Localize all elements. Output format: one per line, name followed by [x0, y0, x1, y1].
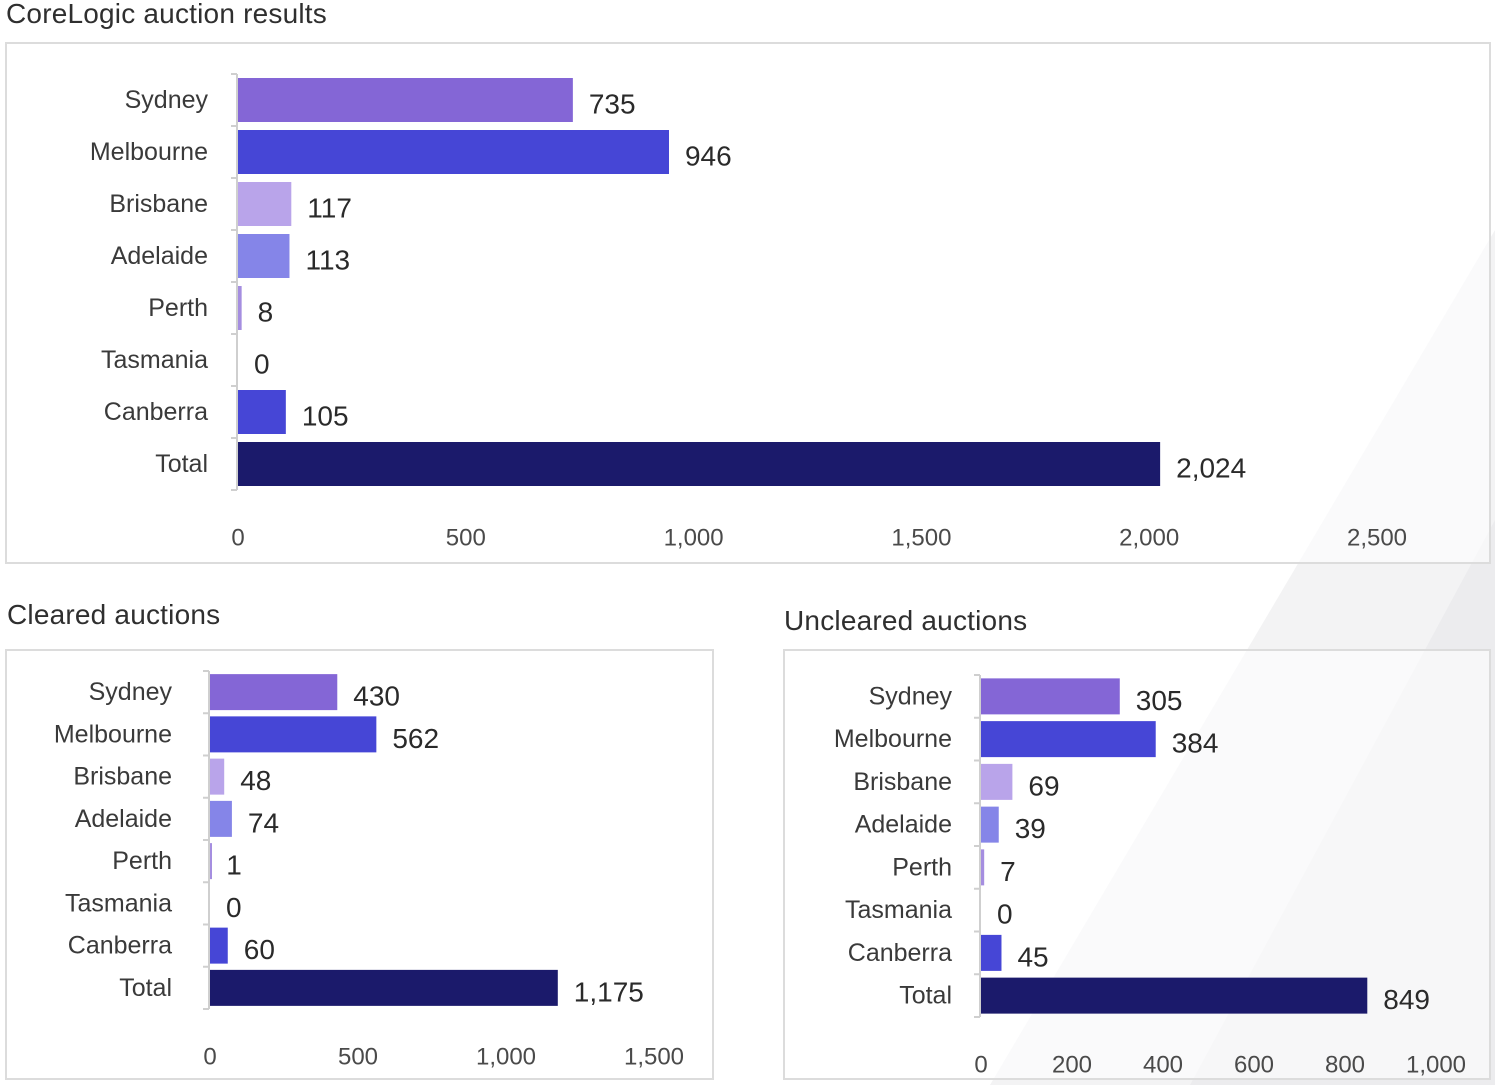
cleared-category-label-canberra: Canberra — [68, 932, 172, 960]
uncleared-x-tick-label: 800 — [1325, 1052, 1365, 1079]
cleared-x-tick-label: 1,500 — [624, 1044, 684, 1071]
cleared-category-label-brisbane: Brisbane — [73, 763, 172, 791]
cleared-x-tick-label: 500 — [338, 1044, 378, 1071]
main-category-label-canberra: Canberra — [104, 398, 208, 426]
uncleared-value-label-canberra: 45 — [1017, 941, 1048, 972]
main-bar-sydney — [238, 78, 573, 122]
uncleared-category-label-brisbane: Brisbane — [853, 768, 952, 796]
cleared-category-label-melbourne: Melbourne — [54, 720, 172, 748]
cleared-value-label-perth: 1 — [226, 850, 242, 881]
cleared-x-tick-label: 0 — [203, 1044, 216, 1071]
uncleared-bar-adelaide — [981, 806, 999, 843]
main-chart: Sydney 735 Melbourne 946 Brisbane 117 Adelaide… — [90, 73, 1407, 552]
main-category-label-melbourne: Melbourne — [90, 138, 208, 166]
main-x-tick-label: 2,000 — [1119, 525, 1179, 552]
uncleared-category-label-melbourne: Melbourne — [834, 725, 952, 753]
cleared-bar-canberra — [210, 927, 228, 964]
cleared-value-label-tasmania: 0 — [226, 892, 242, 923]
cleared-category-label-sydney: Sydney — [89, 678, 173, 706]
cleared-category-label-perth: Perth — [112, 847, 172, 875]
cleared-category-label-adelaide: Adelaide — [75, 805, 172, 833]
cleared-chart-panel: Sydney 430 Melbourne 562 Brisbane 48 Adelaide 7… — [5, 649, 714, 1080]
uncleared-category-label-tasmania: Tasmania — [845, 896, 952, 924]
main-category-label-brisbane: Brisbane — [109, 190, 208, 218]
uncleared-value-label-total: 849 — [1383, 984, 1430, 1015]
uncleared-value-label-tasmania: 0 — [997, 899, 1013, 930]
uncleared-category-label-perth: Perth — [892, 853, 952, 881]
uncleared-value-label-brisbane: 69 — [1028, 770, 1059, 801]
main-bar-melbourne — [238, 130, 669, 174]
uncleared-value-label-perth: 7 — [1000, 856, 1016, 887]
main-category-label-perth: Perth — [148, 294, 208, 322]
uncleared-x-tick-label: 400 — [1143, 1052, 1183, 1079]
main-value-label-tasmania: 0 — [254, 349, 270, 380]
uncleared-chart: Sydney 305 Melbourne 384 Brisbane 69 Adelaide 3… — [834, 674, 1466, 1079]
main-value-label-canberra: 105 — [302, 401, 349, 432]
uncleared-chart-panel: Sydney 305 Melbourne 384 Brisbane 69 Adelaide 3… — [783, 649, 1491, 1080]
main-x-tick-label: 0 — [231, 525, 244, 552]
main-value-label-brisbane: 117 — [307, 193, 352, 224]
main-value-label-perth: 8 — [258, 297, 274, 328]
uncleared-chart-title: Uncleared auctions — [784, 605, 1028, 636]
cleared-value-label-brisbane: 48 — [240, 765, 271, 796]
cleared-chart-title: Cleared auctions — [7, 599, 221, 630]
uncleared-bar-sydney — [981, 678, 1120, 715]
main-category-label-adelaide: Adelaide — [111, 242, 208, 270]
uncleared-category-label-adelaide: Adelaide — [855, 811, 952, 839]
uncleared-value-label-melbourne: 384 — [1172, 728, 1219, 759]
main-x-tick-label: 500 — [446, 525, 486, 552]
uncleared-category-label-canberra: Canberra — [848, 939, 952, 967]
uncleared-value-label-adelaide: 39 — [1015, 813, 1046, 844]
uncleared-bar-brisbane — [981, 763, 1013, 800]
cleared-category-label-tasmania: Tasmania — [65, 889, 172, 917]
main-category-label-tasmania: Tasmania — [101, 346, 208, 374]
cleared-bar-adelaide — [210, 800, 232, 837]
main-value-label-sydney: 735 — [589, 89, 636, 120]
uncleared-x-tick-label: 0 — [974, 1052, 987, 1079]
cleared-chart: Sydney 430 Melbourne 562 Brisbane 48 Adelaide 7… — [54, 670, 684, 1071]
uncleared-category-label-sydney: Sydney — [869, 682, 953, 710]
main-value-label-total: 2,024 — [1176, 453, 1246, 484]
uncleared-bar-total — [981, 977, 1368, 1014]
cleared-value-label-adelaide: 74 — [248, 807, 279, 838]
uncleared-bar-canberra — [981, 934, 1002, 971]
main-category-label-sydney: Sydney — [125, 86, 209, 114]
main-x-tick-label: 1,500 — [891, 525, 951, 552]
main-category-label-total: Total — [155, 450, 208, 478]
cleared-x-tick-label: 1,000 — [476, 1044, 536, 1071]
cleared-bar-perth — [210, 843, 212, 880]
uncleared-category-label-total: Total — [899, 982, 952, 1010]
cleared-bar-sydney — [210, 674, 338, 711]
cleared-value-label-total: 1,175 — [574, 976, 644, 1007]
main-bar-canberra — [238, 390, 286, 434]
main-x-tick-label: 1,000 — [664, 525, 724, 552]
uncleared-x-tick-label: 200 — [1052, 1052, 1092, 1079]
uncleared-x-tick-label: 600 — [1234, 1052, 1274, 1079]
uncleared-x-tick-label: 1,000 — [1406, 1052, 1466, 1079]
main-chart-title: CoreLogic auction results — [6, 0, 327, 29]
main-chart-panel: Sydney 735 Melbourne 946 Brisbane 117 Adelaide… — [5, 42, 1491, 564]
cleared-bar-brisbane — [210, 758, 225, 795]
cleared-category-label-total: Total — [119, 974, 172, 1002]
uncleared-bar-melbourne — [981, 721, 1156, 758]
main-bar-adelaide — [238, 234, 290, 278]
main-bar-total — [238, 442, 1161, 486]
cleared-bar-total — [210, 969, 558, 1006]
cleared-value-label-melbourne: 562 — [392, 723, 439, 754]
uncleared-value-label-sydney: 305 — [1136, 685, 1183, 716]
cleared-bar-melbourne — [210, 716, 377, 753]
main-bar-brisbane — [238, 182, 292, 226]
main-bar-perth — [238, 286, 242, 330]
cleared-value-label-sydney: 430 — [353, 681, 400, 712]
main-x-tick-label: 2,500 — [1347, 525, 1407, 552]
cleared-value-label-canberra: 60 — [244, 934, 275, 965]
main-value-label-adelaide: 113 — [305, 245, 350, 276]
uncleared-bar-perth — [981, 849, 985, 886]
main-value-label-melbourne: 946 — [685, 141, 732, 172]
